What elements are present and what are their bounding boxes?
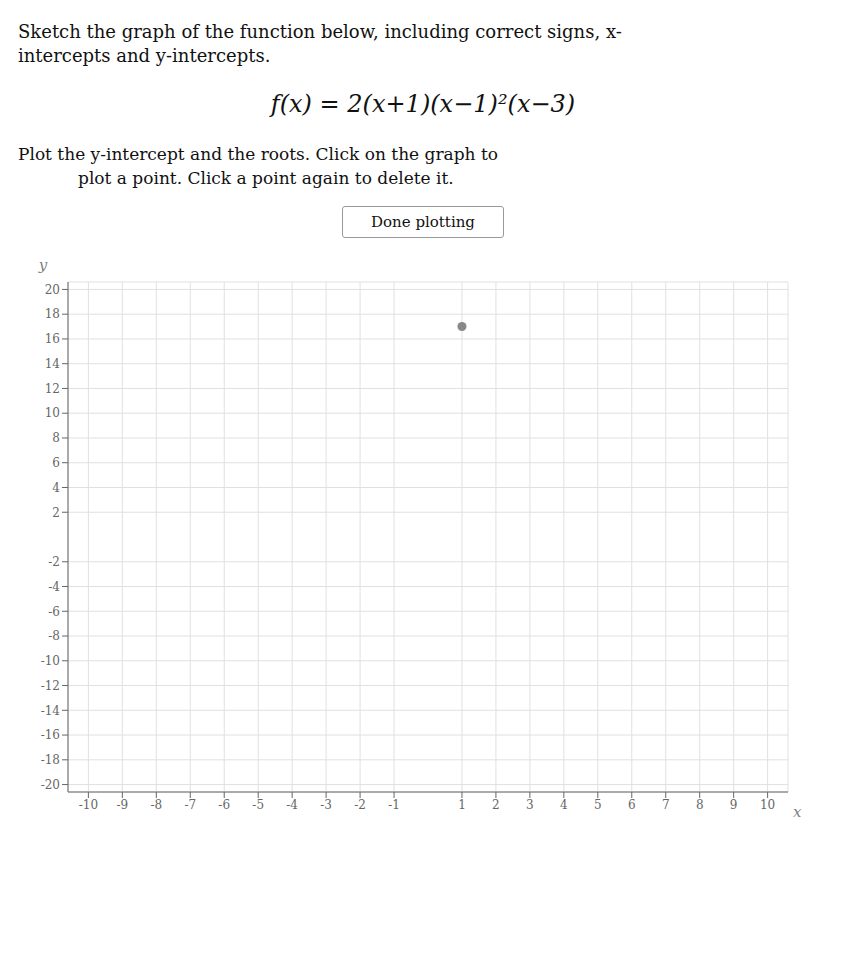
svg-text:x: x [793, 803, 802, 821]
html-text:Plot the y-intercept and the r: Plot the y-intercept and the roots. Clic… [18, 144, 498, 164]
svg-text:2: 2 [492, 798, 500, 812]
svg-text:-5: -5 [252, 798, 264, 812]
svg-text:-4: -4 [286, 798, 298, 812]
svg-text:7: 7 [662, 798, 670, 812]
html-text:Done plotting: Done plotting [371, 213, 475, 231]
svg-text:-20: -20 [41, 778, 60, 792]
svg-text:16: 16 [45, 332, 60, 346]
svg-text:8: 8 [696, 798, 704, 812]
svg-text:-3: -3 [320, 798, 332, 812]
svg-text:-2: -2 [354, 798, 366, 812]
svg-text:20: 20 [45, 283, 60, 297]
svg-text:-4: -4 [48, 580, 60, 594]
svg-text:-7: -7 [184, 798, 196, 812]
svg-text:5: 5 [594, 798, 602, 812]
svg-text:4: 4 [560, 798, 568, 812]
svg-text:3: 3 [526, 798, 534, 812]
html-text:Sketch the graph of the functi: Sketch the graph of the function below, … [18, 21, 622, 42]
svg-text:-10: -10 [79, 798, 98, 812]
svg-text:10: 10 [45, 406, 60, 420]
svg-text:4: 4 [52, 481, 60, 495]
svg-text:1: 1 [458, 798, 466, 812]
svg-text:9: 9 [730, 798, 738, 812]
svg-text:-14: -14 [41, 704, 61, 718]
svg-text:-8: -8 [48, 629, 60, 643]
html-text:plot a point. Click a point ag: plot a point. Click a point again to del… [78, 168, 454, 188]
svg-text:-6: -6 [48, 605, 60, 619]
svg-text:-9: -9 [116, 798, 128, 812]
svg-text:12: 12 [45, 382, 60, 396]
svg-text:-2: -2 [48, 555, 60, 569]
svg-text:y: y [38, 256, 48, 274]
svg-text:-10: -10 [41, 654, 60, 668]
svg-text:14: 14 [45, 357, 61, 371]
svg-text:8: 8 [52, 431, 60, 445]
svg-text:-12: -12 [41, 679, 60, 693]
svg-text:6: 6 [628, 798, 636, 812]
html-text:intercepts and y-intercepts.: intercepts and y-intercepts. [18, 45, 271, 66]
svg-text:18: 18 [45, 307, 60, 321]
svg-text:-8: -8 [150, 798, 162, 812]
svg-text:-1: -1 [388, 798, 400, 812]
svg-text:-18: -18 [41, 753, 60, 767]
svg-text:6: 6 [52, 456, 60, 470]
svg-text:10: 10 [760, 798, 775, 812]
svg-text:-16: -16 [41, 728, 60, 742]
svg-text:2: 2 [52, 506, 60, 520]
html-text:f(x) = 2(x+1)(x−1)²(x−3): f(x) = 2(x+1)(x−1)²(x−3) [270, 90, 576, 118]
svg-text:-6: -6 [218, 798, 230, 812]
